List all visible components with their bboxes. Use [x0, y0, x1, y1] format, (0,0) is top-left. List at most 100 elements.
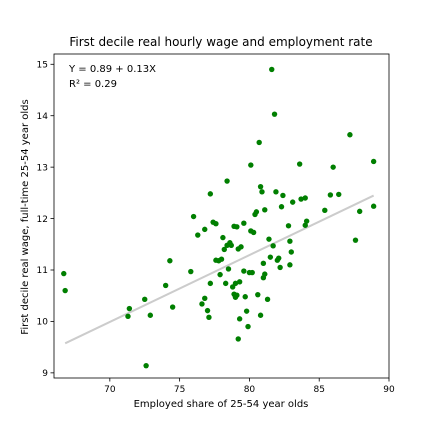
y-tick-label: 13	[37, 163, 48, 173]
data-point	[322, 207, 328, 214]
x-axis-ticks: 70 75 80 85 90	[104, 378, 395, 395]
chart-title: First decile real hourly wage and employ…	[69, 35, 372, 49]
data-point	[250, 229, 257, 236]
data-point	[356, 208, 363, 215]
data-point	[236, 316, 243, 322]
data-point	[298, 196, 304, 202]
data-point	[278, 204, 285, 210]
data-point	[241, 268, 247, 274]
data-point	[255, 291, 261, 298]
data-point	[257, 183, 264, 190]
data-point	[61, 270, 67, 277]
data-point	[190, 213, 197, 220]
data-point	[249, 269, 255, 276]
data-point	[264, 296, 271, 303]
data-point	[347, 132, 353, 138]
data-point	[257, 312, 264, 318]
data-point	[202, 295, 208, 301]
data-point	[169, 304, 176, 310]
data-point	[302, 222, 308, 228]
data-point	[147, 312, 154, 318]
x-axis-label: Employed share of 25-54 year olds	[134, 399, 309, 410]
data-point	[204, 307, 211, 314]
data-point	[206, 314, 212, 321]
data-point	[262, 207, 268, 213]
data-point	[248, 162, 254, 168]
y-tick-label: 10	[37, 318, 49, 328]
data-point	[207, 191, 214, 197]
data-point	[125, 313, 131, 319]
data-point	[62, 287, 68, 294]
data-point	[207, 280, 214, 287]
data-point	[143, 362, 149, 369]
data-point	[370, 158, 377, 165]
data-point	[276, 255, 282, 261]
data-point	[280, 192, 286, 199]
data-point	[285, 223, 292, 229]
x-tick-label: 90	[383, 385, 395, 395]
data-point	[188, 268, 194, 275]
data-point	[253, 209, 260, 215]
data-point	[259, 189, 265, 195]
data-point	[213, 221, 219, 227]
data-point	[273, 189, 279, 195]
fit-line-layer	[64, 194, 375, 345]
data-point	[234, 224, 240, 230]
data-point	[218, 256, 225, 262]
fit-line	[64, 194, 375, 345]
x-tick-label: 75	[174, 385, 185, 395]
data-point	[262, 271, 268, 277]
data-point	[126, 305, 133, 312]
data-point	[225, 266, 232, 272]
data-point	[235, 336, 241, 342]
data-point	[202, 226, 208, 233]
data-point	[199, 301, 205, 307]
data-point	[289, 199, 296, 205]
data-point	[242, 294, 248, 300]
data-point	[162, 282, 169, 289]
data-point	[234, 292, 240, 298]
data-point	[287, 238, 293, 244]
y-tick-label: 14	[37, 112, 49, 122]
data-point	[245, 323, 251, 330]
data-point	[142, 296, 148, 303]
data-point	[228, 242, 234, 249]
data-point	[327, 192, 334, 198]
data-point	[370, 203, 377, 209]
data-point	[267, 254, 274, 260]
data-point	[221, 246, 227, 253]
y-axis-ticks: 9 10 11 12 13 14 15	[37, 60, 54, 379]
axes-frame	[53, 53, 390, 379]
data-point	[238, 244, 244, 250]
data-point	[288, 249, 294, 255]
data-point	[232, 280, 239, 287]
data-point	[222, 280, 229, 287]
data-point	[243, 308, 250, 314]
data-point	[330, 164, 336, 170]
regression-equation: Y = 0.89 + 0.13X	[68, 64, 156, 75]
data-point	[266, 236, 272, 242]
data-point	[241, 220, 247, 226]
y-tick-label: 9	[42, 369, 48, 379]
data-point	[271, 111, 278, 117]
data-point	[167, 258, 173, 264]
data-point	[260, 260, 267, 267]
data-point	[302, 195, 308, 201]
data-point	[277, 264, 283, 271]
x-tick-label: 70	[104, 385, 116, 395]
data-point	[287, 262, 293, 268]
x-tick-label: 80	[244, 385, 256, 395]
data-point	[296, 161, 303, 167]
points-layer	[61, 66, 377, 369]
y-tick-label: 12	[37, 215, 48, 225]
data-point	[270, 243, 276, 249]
data-point	[256, 139, 262, 146]
data-point	[269, 66, 275, 73]
data-point	[303, 218, 310, 224]
data-point	[217, 271, 223, 278]
x-tick-label: 85	[313, 385, 324, 395]
y-axis-label: First decile real wage, full-time 25-54 …	[20, 99, 31, 334]
y-tick-label: 15	[37, 60, 48, 70]
data-point	[224, 178, 230, 184]
